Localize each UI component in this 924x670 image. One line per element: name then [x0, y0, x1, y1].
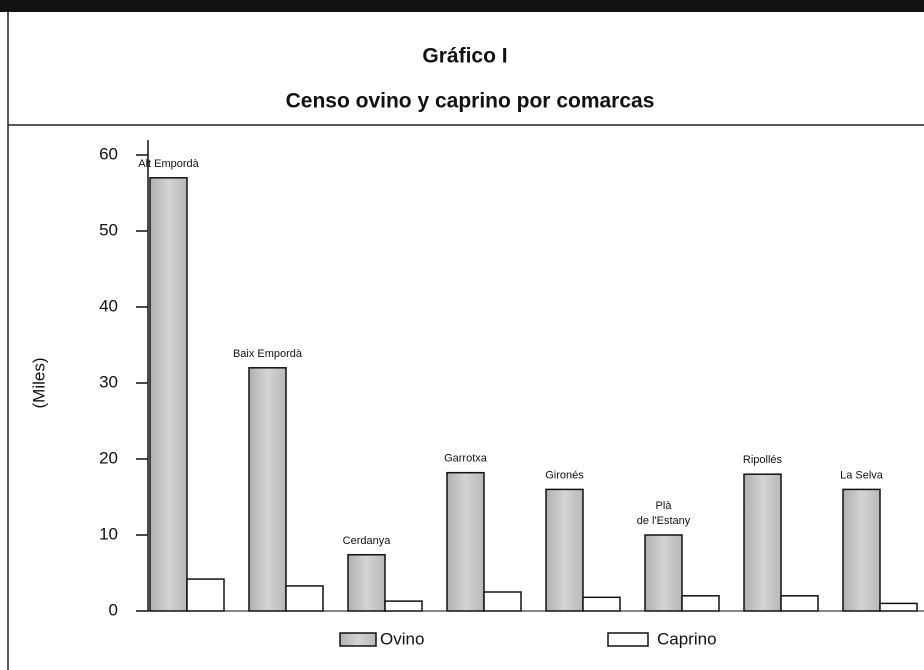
bar-caprino: [780, 595, 819, 612]
bar-ovino: [248, 367, 287, 612]
top-bar: [0, 0, 924, 12]
bar-ovino: [842, 488, 881, 612]
category-label: Cerdanya: [343, 535, 392, 547]
y-tick-label: 10: [99, 524, 118, 543]
bar-caprino: [384, 600, 423, 612]
bar-ovino: [743, 473, 782, 612]
y-tick-label: 50: [99, 220, 118, 239]
bar-caprino: [879, 602, 918, 612]
bar-ovino: [149, 177, 188, 612]
legend-label: Ovino: [380, 629, 424, 648]
chart-subtitle: Censo ovino y caprino por comarcas: [286, 90, 655, 113]
y-axis-label: (Miles): [29, 358, 48, 409]
y-tick-label: 60: [99, 144, 118, 163]
bar-caprino: [186, 578, 225, 612]
category-label: Alt Empordà: [138, 158, 199, 170]
category-label: Plà de l'Estany: [637, 500, 691, 527]
bar-caprino: [483, 591, 522, 612]
bar-caprino: [681, 595, 720, 612]
category-label: Garrotxa: [444, 453, 488, 465]
y-tick-label: 30: [99, 372, 118, 391]
bar-ovino: [347, 554, 386, 612]
y-tick-label: 20: [99, 448, 118, 467]
y-tick-label: 40: [99, 296, 118, 315]
legend-swatch: [339, 632, 377, 647]
legend-swatch: [607, 632, 649, 647]
bar-caprino: [582, 596, 621, 612]
bar-caprino: [285, 585, 324, 612]
legend-label: Caprino: [657, 629, 717, 648]
y-tick-label: 0: [109, 600, 118, 619]
category-label: Ripollés: [743, 454, 783, 466]
category-label: Baix Empordà: [233, 348, 303, 360]
bar-ovino: [644, 534, 683, 612]
bar-ovino: [545, 488, 584, 612]
category-label: La Selva: [840, 469, 884, 481]
chart-title: Gráfico I: [422, 45, 507, 68]
bar-ovino: [446, 471, 485, 612]
category-label: Gironés: [545, 469, 584, 481]
